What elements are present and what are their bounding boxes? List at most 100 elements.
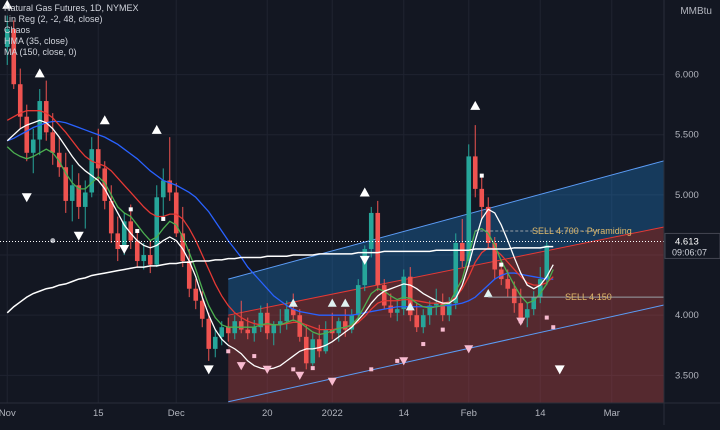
fractal-up-marker xyxy=(2,0,13,9)
time-tick-label: Nov xyxy=(0,408,16,419)
candle xyxy=(277,309,283,334)
fractal-up-marker xyxy=(99,115,110,125)
candle xyxy=(492,236,498,280)
candle-body xyxy=(271,324,277,334)
candle xyxy=(160,168,166,217)
candle xyxy=(303,324,309,370)
signal-dot xyxy=(551,325,556,330)
candle xyxy=(63,152,69,213)
candle xyxy=(24,104,30,162)
unit-label: MMBtu xyxy=(680,6,712,17)
candle xyxy=(154,185,160,268)
fractal-down-marker xyxy=(203,365,214,375)
candle xyxy=(17,68,23,129)
last-price-badge xyxy=(664,232,720,259)
chaos-up-marker xyxy=(327,298,337,307)
time-tick-label: 14 xyxy=(398,408,409,419)
signal-dot xyxy=(226,349,231,354)
candle-body xyxy=(82,192,88,207)
chaos-down-marker xyxy=(236,362,246,371)
chaos-down-marker xyxy=(464,345,474,354)
candle-body xyxy=(245,329,251,334)
candle xyxy=(69,164,75,222)
candle-body xyxy=(401,276,407,310)
candle-body xyxy=(219,327,225,337)
candle-body xyxy=(297,315,303,337)
legend-item-linreg: Lin Reg (2, -2, 48, close) xyxy=(4,14,103,24)
candle-body xyxy=(134,240,140,262)
candle-body xyxy=(89,149,95,193)
candle-body xyxy=(407,276,413,316)
candle xyxy=(167,137,173,201)
signal-dot xyxy=(544,315,549,320)
candle xyxy=(76,173,82,219)
countdown-label: 09:06:07 xyxy=(672,247,707,257)
candle xyxy=(115,216,121,262)
fractal-up-marker xyxy=(151,124,162,134)
candle-body xyxy=(173,192,179,234)
fractal-down-marker xyxy=(21,193,32,203)
candle-body xyxy=(76,185,82,207)
candle-body xyxy=(186,261,192,289)
candle-body xyxy=(56,152,62,168)
signal-dot xyxy=(395,358,400,363)
candle-body xyxy=(459,243,465,262)
candle xyxy=(472,125,478,198)
candle xyxy=(440,293,446,322)
candle-body xyxy=(446,303,452,316)
candle xyxy=(56,137,62,177)
price-tick-label: 6.000 xyxy=(675,70,699,81)
candle-body xyxy=(258,312,264,328)
candle-body xyxy=(199,300,205,319)
candle xyxy=(420,309,426,334)
fractal-up-marker xyxy=(470,100,481,110)
blue-line-series xyxy=(7,120,554,316)
candle-body xyxy=(381,285,387,306)
candle-body xyxy=(349,315,355,330)
candle xyxy=(323,321,329,354)
signal-dot xyxy=(291,367,296,372)
candle-body xyxy=(466,156,472,262)
chaos-down-marker xyxy=(262,365,272,374)
candle-body xyxy=(167,180,173,193)
candle-body xyxy=(303,336,309,364)
candle-body xyxy=(128,221,134,241)
candle-body xyxy=(453,243,459,304)
candle-body xyxy=(368,212,374,250)
candle-body xyxy=(375,212,381,286)
candle xyxy=(459,218,465,268)
regression-lower-zone xyxy=(228,227,664,403)
candle-body xyxy=(180,233,186,262)
candle xyxy=(479,176,485,219)
chaos-up-marker xyxy=(405,302,415,311)
time-tick-label: Feb xyxy=(461,408,477,419)
candle xyxy=(290,293,296,322)
candle-body xyxy=(11,28,17,85)
candle-body xyxy=(95,149,101,169)
candle xyxy=(375,200,381,292)
signal-dot xyxy=(421,342,426,347)
time-tick-label: 15 xyxy=(93,408,104,419)
time-tick-label: 2022 xyxy=(322,408,343,419)
fractal-down-marker xyxy=(119,245,130,255)
candle xyxy=(186,249,192,298)
candle xyxy=(401,269,407,316)
legend-item-ma: MA (150, close, 0) xyxy=(4,47,77,57)
candle-body xyxy=(336,321,342,334)
candle-body xyxy=(355,285,361,316)
candle-body xyxy=(63,167,69,201)
candle xyxy=(407,267,413,322)
regression-upper-line xyxy=(228,160,665,280)
candle xyxy=(4,15,10,65)
candle xyxy=(433,288,439,316)
time-tick-label: 14 xyxy=(535,408,546,419)
candle-body xyxy=(492,243,498,270)
candle xyxy=(212,329,218,358)
fractal-up-marker xyxy=(34,68,45,78)
signal-dot xyxy=(369,367,374,372)
candle xyxy=(381,279,387,310)
signal-dot xyxy=(499,262,504,267)
candle-body xyxy=(17,84,23,117)
signal-dot xyxy=(310,366,315,371)
